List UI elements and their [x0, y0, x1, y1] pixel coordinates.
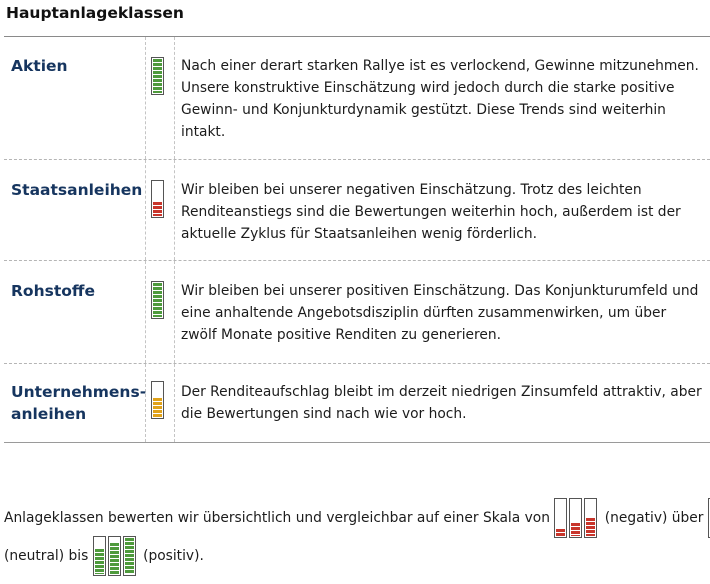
- positive-scale-icon: [92, 536, 139, 576]
- asset-class-description: Wir bleiben bei unserer positiven Einsch…: [181, 283, 699, 343]
- asset-class-name: Rohstoffe: [11, 282, 95, 300]
- asset-class-description: Der Renditeaufschlag bleibt im derzeit n…: [181, 384, 702, 422]
- rating-gauge-icon: [151, 381, 164, 419]
- table-row-aktien: Aktien Nach einer derart starken Rallye …: [4, 37, 710, 160]
- table-top-rule: [4, 36, 710, 37]
- asset-class-name: Aktien: [11, 57, 68, 75]
- rating-gauge-icon: [151, 57, 164, 95]
- asset-class-name: Staatsanleihen: [11, 181, 143, 199]
- rating-gauge-icon: [151, 180, 164, 218]
- legend-text: (negativ) über: [604, 510, 704, 526]
- asset-class-description: Nach einer derart starken Rallye ist es …: [181, 58, 699, 140]
- table-row-rohstoffe: Rohstoffe Wir bleiben bei unserer positi…: [4, 261, 710, 364]
- legend-text: (positiv).: [143, 548, 204, 564]
- negative-scale-icon: [554, 498, 600, 538]
- section-title: Hauptanlageklassen: [6, 4, 184, 22]
- scale-legend-line-1: Anlageklassen bewerten wir übersichtlich…: [4, 498, 710, 538]
- asset-class-description: Wir bleiben bei unserer negativen Einsch…: [181, 182, 681, 242]
- legend-text: Anlageklassen bewerten wir übersichtlich…: [4, 510, 550, 526]
- scale-legend-line-2: (neutral) bis (positiv).: [4, 536, 204, 576]
- table-row-staatsanleihen: Staatsanleihen Wir bleiben bei unserer n…: [4, 160, 710, 261]
- rating-gauge-icon: [151, 281, 164, 319]
- legend-text: (neutral) bis: [4, 548, 89, 564]
- asset-class-name: Unternehmens- anleihen: [11, 383, 147, 423]
- table-row-unternehmensanleihen: Unternehmens- anleihen Der Renditeaufsch…: [4, 364, 710, 443]
- asset-class-table: Aktien Nach einer derart starken Rallye …: [4, 36, 710, 443]
